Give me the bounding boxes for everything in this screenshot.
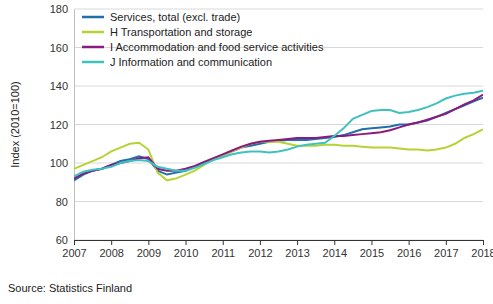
x-tick-label: 2014 xyxy=(323,247,347,259)
y-axis: 60 80 100 120 140 160 180 xyxy=(50,3,75,246)
legend-label: J Information and communication xyxy=(110,56,272,68)
legend-label: H Transportation and storage xyxy=(110,26,252,38)
x-tick-mark xyxy=(260,240,261,245)
x-tick-mark xyxy=(74,240,75,245)
x-tick: 2014 xyxy=(323,240,347,259)
legend-swatch xyxy=(82,31,104,34)
x-tick-label: 2011 xyxy=(211,247,235,259)
legend-swatch xyxy=(82,61,104,64)
legend: Services, total (excl. trade) H Transport… xyxy=(82,11,324,68)
x-tick: 2010 xyxy=(174,240,198,259)
y-axis-title: Index (2010=100) xyxy=(9,81,21,168)
series-line xyxy=(74,91,483,177)
grid-line xyxy=(74,240,483,241)
grid-line xyxy=(74,201,483,202)
x-axis-line xyxy=(75,240,484,241)
legend-swatch xyxy=(82,46,104,49)
x-tick-mark xyxy=(223,240,224,245)
x-tick-mark xyxy=(483,240,484,245)
x-tick-label: 2013 xyxy=(285,247,309,259)
x-tick-mark xyxy=(186,240,187,245)
x-tick-mark xyxy=(334,240,335,245)
x-tick: 2016 xyxy=(397,240,421,259)
y-tick-label: 140 xyxy=(50,80,68,92)
x-tick-mark xyxy=(371,240,372,245)
x-tick: 2015 xyxy=(360,240,384,259)
y-tick: 140 xyxy=(50,80,74,92)
grid-line xyxy=(74,86,483,87)
y-tick: 80 xyxy=(56,196,74,208)
x-tick-mark xyxy=(111,240,112,245)
grid-line xyxy=(74,124,483,125)
x-tick-label: 2015 xyxy=(360,247,384,259)
x-tick: 2007 xyxy=(62,240,86,259)
x-tick-mark xyxy=(446,240,447,245)
x-tick-label: 2017 xyxy=(434,247,458,259)
x-tick-label: 2007 xyxy=(62,247,86,259)
source: Source: Statistics Finland xyxy=(8,282,132,294)
x-tick-mark xyxy=(297,240,298,245)
y-tick-label: 120 xyxy=(50,119,68,131)
legend-label: I Accommodation and food service activit… xyxy=(110,41,324,53)
lines xyxy=(74,91,483,181)
x-tick-label: 2008 xyxy=(99,247,123,259)
y-tick: 60 xyxy=(56,234,74,246)
grid-line xyxy=(74,9,483,10)
y-tick: 180 xyxy=(50,3,74,15)
x-tick: 2008 xyxy=(99,240,123,259)
y-tick-label: 100 xyxy=(50,157,68,169)
series-line xyxy=(74,95,483,179)
x-tick-label: 2010 xyxy=(174,247,198,259)
x-tick-label: 2012 xyxy=(248,247,272,259)
x-tick-label: 2016 xyxy=(397,247,421,259)
x-tick: 2011 xyxy=(211,240,235,259)
x-tick: 2012 xyxy=(248,240,272,259)
x-tick: 2009 xyxy=(137,240,161,259)
y-tick-label: 60 xyxy=(56,234,68,246)
y-tick-label: 160 xyxy=(50,42,68,54)
y-tick: 100 xyxy=(50,157,74,169)
grid xyxy=(74,9,483,240)
legend-label: Services, total (excl. trade) xyxy=(110,11,240,23)
x-tick-label: 2009 xyxy=(137,247,161,259)
chart: 6080100120140160180200720082009201020112… xyxy=(0,0,493,304)
y-axis-line xyxy=(74,10,75,241)
grid-line xyxy=(74,163,483,164)
y-tick-label: 80 xyxy=(56,196,68,208)
y-tick: 160 xyxy=(50,42,74,54)
y-tick: 120 xyxy=(50,119,74,131)
x-tick-mark xyxy=(148,240,149,245)
legend-swatch xyxy=(82,16,104,19)
series-line xyxy=(74,129,483,180)
x-tick: 2013 xyxy=(285,240,309,259)
x-tick-label: 2018 xyxy=(471,247,493,259)
y-tick-label: 180 xyxy=(50,3,68,15)
x-axis: 2007 2008 2009 2010 2011 2012 2013 2014 2015 2016… xyxy=(62,240,493,259)
x-tick-mark xyxy=(409,240,410,245)
x-tick: 2018 xyxy=(471,240,493,259)
x-tick: 2017 xyxy=(434,240,458,259)
